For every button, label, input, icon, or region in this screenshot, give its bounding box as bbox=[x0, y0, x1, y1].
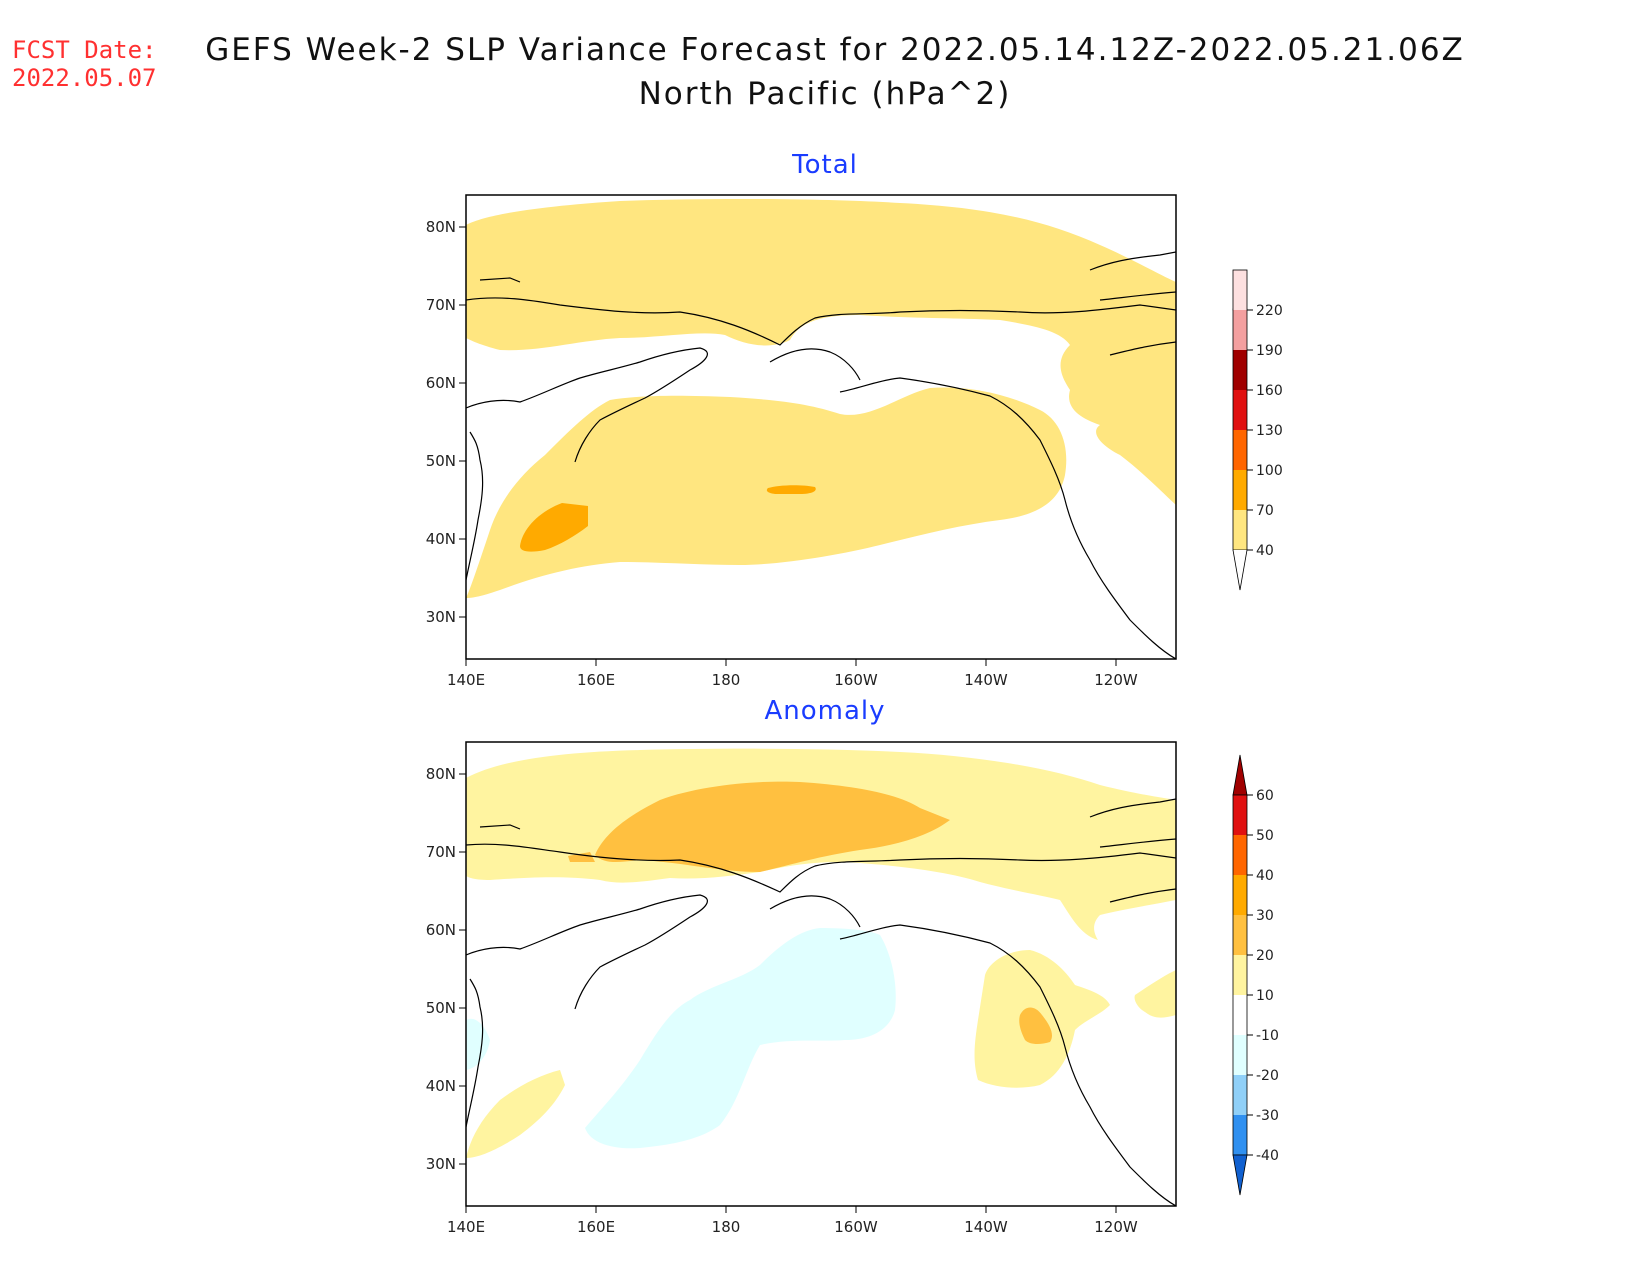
colorbar-anomaly-label: 10 bbox=[1256, 988, 1274, 1004]
panel-title-anomaly: Anomaly bbox=[764, 696, 886, 726]
coastlines-anomaly bbox=[466, 798, 1176, 1206]
shade-anom-gulf-alaska-core bbox=[1019, 1007, 1053, 1045]
frame-anomaly bbox=[465, 741, 1177, 1207]
lon-label-160w: 160W bbox=[834, 1218, 878, 1236]
colorbar-total-label: 220 bbox=[1256, 303, 1283, 319]
lon-label-140w: 140W bbox=[964, 671, 1008, 689]
lat-label-60n: 60N bbox=[426, 921, 456, 939]
forecast-date-label: FCST Date: bbox=[12, 36, 157, 64]
shade-anom-japan bbox=[466, 1070, 565, 1158]
colorbar-total-label: 100 bbox=[1256, 463, 1283, 479]
coastlines-total bbox=[466, 251, 1176, 659]
colorbar-total-label: 190 bbox=[1256, 343, 1283, 359]
lat-label-30n: 30N bbox=[426, 1155, 456, 1173]
colorbar-anomaly-label: 60 bbox=[1256, 788, 1274, 804]
main-title: GEFS Week-2 SLP Variance Forecast for 20… bbox=[205, 32, 1465, 68]
lon-label-140w: 140W bbox=[964, 1218, 1008, 1236]
shade-total-central-max bbox=[766, 485, 816, 494]
lon-label-120w: 120W bbox=[1094, 1218, 1138, 1236]
shade-anom-small bbox=[568, 852, 595, 862]
lon-label-160e: 160E bbox=[577, 671, 615, 689]
lat-label-80n: 80N bbox=[426, 218, 456, 236]
colorbar-anomaly-label: 40 bbox=[1256, 868, 1274, 884]
colorbar-anomaly-swatch bbox=[1233, 875, 1247, 915]
lat-label-50n: 50N bbox=[426, 452, 456, 470]
panel-title-total: Total bbox=[792, 150, 858, 180]
shade-anom-negative-pacific bbox=[585, 928, 896, 1149]
colorbar-total-bottom-arrow bbox=[1232, 549, 1248, 591]
lon-label-160w: 160W bbox=[834, 671, 878, 689]
frame-total bbox=[465, 194, 1177, 660]
colorbar-anomaly-swatch bbox=[1233, 835, 1247, 875]
total-map: 80N 70N 60N 50N 40N 30N 140E 160E 180 160W 140W 120… bbox=[426, 194, 1283, 689]
lon-label-140e: 140E bbox=[447, 1218, 485, 1236]
colorbar-total: 40 70 100 130 160 190 220 bbox=[1232, 269, 1283, 591]
lon-label-180: 180 bbox=[712, 1218, 741, 1236]
lon-label-140e: 140E bbox=[447, 671, 485, 689]
colorbar-total-swatch bbox=[1233, 510, 1247, 550]
lon-label-160e: 160E bbox=[577, 1218, 615, 1236]
colorbar-total-swatch bbox=[1233, 310, 1247, 350]
lat-label-30n: 30N bbox=[426, 608, 456, 626]
colorbar-anomaly-label: 50 bbox=[1256, 828, 1274, 844]
colorbar-anomaly-label: 30 bbox=[1256, 908, 1274, 924]
colorbar-total-label: 70 bbox=[1256, 503, 1274, 519]
forecast-date-value: 2022.05.07 bbox=[12, 64, 157, 92]
colorbar-anomaly-label: -40 bbox=[1256, 1148, 1279, 1164]
colorbar-total-swatch bbox=[1233, 270, 1247, 310]
forecast-date: FCST Date: 2022.05.07 bbox=[12, 36, 157, 92]
lat-label-50n: 50N bbox=[426, 999, 456, 1017]
colorbar-total-swatch bbox=[1233, 430, 1247, 470]
shade-total-arctic bbox=[466, 198, 1176, 505]
lat-label-70n: 70N bbox=[426, 843, 456, 861]
colorbar-anomaly-swatch bbox=[1233, 915, 1247, 955]
shade-total-pacific bbox=[466, 387, 1067, 598]
colorbar-anomaly-label: 20 bbox=[1256, 948, 1274, 964]
lat-label-40n: 40N bbox=[426, 1077, 456, 1095]
colorbar-anomaly-swatch bbox=[1233, 995, 1247, 1035]
colorbar-anomaly-swatch bbox=[1233, 795, 1247, 835]
colorbar-anomaly-label: -20 bbox=[1256, 1068, 1279, 1084]
colorbar-total-label: 130 bbox=[1256, 423, 1283, 439]
lon-label-120w: 120W bbox=[1094, 671, 1138, 689]
shade-anom-negative-west bbox=[466, 1018, 490, 1070]
colorbar-anomaly-swatch bbox=[1233, 1035, 1247, 1075]
lat-label-80n: 80N bbox=[426, 765, 456, 783]
lat-label-40n: 40N bbox=[426, 530, 456, 548]
colorbar-anomaly-swatch bbox=[1233, 955, 1247, 995]
colorbar-anomaly-swatch bbox=[1233, 1115, 1247, 1155]
colorbar-total-label: 40 bbox=[1256, 543, 1274, 559]
colorbar-total-swatch bbox=[1233, 470, 1247, 510]
subtitle: North Pacific (hPa^2) bbox=[638, 76, 1012, 112]
colorbar-anom-bottom-arrow bbox=[1232, 1154, 1248, 1196]
shade-total-japan-max bbox=[520, 503, 588, 552]
colorbar-anomaly-label: -30 bbox=[1256, 1108, 1279, 1124]
colorbar-anom-top-arrow bbox=[1232, 754, 1248, 796]
colorbar-total-swatch bbox=[1233, 390, 1247, 430]
colorbar-total-label: 160 bbox=[1256, 383, 1283, 399]
lat-label-70n: 70N bbox=[426, 296, 456, 314]
colorbar-total-swatch bbox=[1233, 350, 1247, 390]
shade-anom-east bbox=[1134, 970, 1176, 1018]
anomaly-map: 80N 70N 60N 50N 40N 30N 140E 160E 180 160W 140W 120… bbox=[426, 741, 1279, 1236]
colorbar-anomaly: 60 50 40 30 20 10 -10 -20 -30 -40 bbox=[1232, 754, 1279, 1196]
colorbar-anomaly-swatch bbox=[1233, 1075, 1247, 1115]
lon-label-180: 180 bbox=[712, 671, 741, 689]
shade-anom-arctic-core bbox=[595, 781, 950, 872]
lat-label-60n: 60N bbox=[426, 374, 456, 392]
colorbar-anomaly-label: -10 bbox=[1256, 1028, 1279, 1044]
